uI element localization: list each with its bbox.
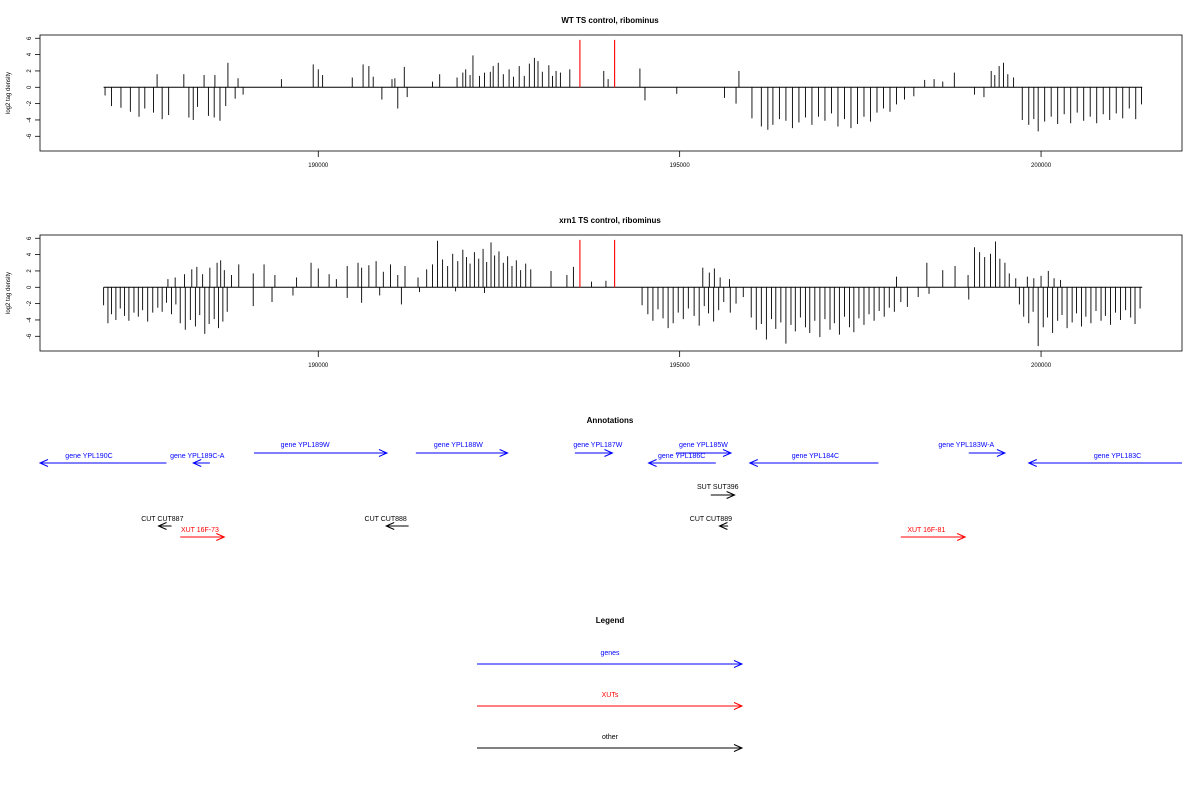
feature-label-xut-16f-73: XUT 16F-73 (181, 527, 219, 534)
legend-items: genes XUTs other (477, 650, 744, 752)
feature-label-gene-ypl183w-a: gene YPL183W-A (938, 442, 994, 449)
wt-x-tick-label: 200000 (1031, 163, 1052, 169)
feature-xut-16f-73 (180, 533, 226, 541)
xrn1-x-tick-label: 195000 (670, 363, 691, 369)
xrn1-y-tick-label: 2 (27, 269, 33, 273)
feature-gene-ypl190c (38, 459, 167, 467)
feature-gene-ypl187w-head (604, 449, 614, 457)
feature-gene-ypl183w-a-head (996, 449, 1007, 457)
feature-gene-ypl183c (1027, 459, 1182, 467)
feature-label-gene-ypl189c-a: gene YPL189C-A (170, 453, 225, 460)
feature-label-cut-cut888: CUT CUT888 (365, 516, 407, 523)
feature-label-gene-ypl184c: gene YPL184C (792, 453, 839, 460)
feature-gene-ypl186c (647, 459, 716, 467)
feature-sut-sut396-head (726, 491, 736, 499)
xrn1-y-tick-label: -6 (27, 333, 33, 339)
wt-y-tick-label: 6 (27, 36, 33, 40)
xrn1-y-tick-label: 4 (27, 252, 33, 256)
feature-gene-ypl189c-a (191, 459, 210, 467)
xrn1-axes: -6 -4 -2 0 2 4 6 190000 195000 200000 (27, 236, 1052, 369)
wt-axes: -6 -4 -2 0 2 4 6 190000 195000 200000 (27, 36, 1052, 169)
wt-bars (103, 39, 1143, 132)
feature-xut-16f-81 (900, 533, 967, 541)
wt-tag-density-panel: WT TS control, ribominus log2 tag densit… (6, 16, 1183, 169)
feature-gene-ypl190c-head (38, 459, 49, 467)
wt-plot-frame (39, 34, 1183, 152)
legend-arrow-other (477, 744, 744, 752)
feature-label-gene-ypl188w: gene YPL188W (434, 442, 483, 449)
legend-arrow-other-head (733, 744, 744, 752)
legend-label-genes: genes (600, 650, 620, 657)
wt-y-tick-label: -6 (27, 133, 33, 139)
wt-x-tick-label: 195000 (670, 163, 691, 169)
feature-cut-cut889-head (718, 522, 728, 530)
wt-y-tick-label: 4 (27, 52, 33, 56)
wt-chart-title: WT TS control, ribominus (561, 16, 659, 25)
wt-y-tick-label: -4 (27, 117, 33, 123)
feature-gene-ypl188w-head (499, 449, 509, 457)
wt-y-tick-label: -2 (27, 100, 33, 106)
feature-cut-cut888 (384, 522, 409, 530)
feature-cut-cut887-head (157, 522, 167, 530)
feature-sut-sut396 (710, 491, 736, 499)
xrn1-plot-frame (39, 234, 1183, 352)
xrn1-chart-title: xrn1 TS control, ribominus (559, 216, 661, 225)
feature-gene-ypl185w (676, 449, 733, 457)
legend-arrow-xuts (477, 702, 744, 710)
feature-gene-ypl184c (748, 459, 879, 467)
feature-label-gene-ypl185w: gene YPL185W (679, 442, 728, 449)
xrn1-y-tick-label: 6 (27, 236, 33, 240)
annotations-title: Annotations (587, 416, 634, 425)
feature-cut-cut888-head (384, 522, 395, 530)
xrn1-bars (103, 239, 1143, 347)
feature-gene-ypl189c-a-head (191, 459, 202, 467)
legend: Legend genes XUTs other (477, 616, 744, 752)
annotations-track: Annotations gene YPL190C gene YPL189C-Age… (38, 416, 1182, 541)
feature-gene-ypl189w (253, 449, 389, 457)
feature-gene-ypl186c-head (647, 459, 657, 467)
feature-label-gene-ypl183c: gene YPL183C (1094, 453, 1141, 460)
feature-gene-ypl184c-head (748, 459, 758, 467)
legend-arrow-genes (477, 660, 744, 668)
xrn1-y-tick-label: -4 (27, 317, 33, 323)
wt-y-axis-label: log2 tag density (6, 72, 12, 114)
wt-y-tick-label: 0 (27, 85, 33, 89)
legend-arrow-xuts-head (733, 702, 744, 710)
feature-gene-ypl183w-a (968, 449, 1007, 457)
feature-label-cut-cut889: CUT CUT889 (690, 516, 732, 523)
xrn1-x-tick-label: 190000 (308, 363, 329, 369)
feature-gene-ypl185w-head (722, 449, 733, 457)
feature-label-gene-ypl190c: gene YPL190C (65, 453, 112, 460)
feature-gene-ypl188w (415, 449, 509, 457)
xrn1-x-tick-label: 200000 (1031, 363, 1052, 369)
feature-gene-ypl189w-head (378, 449, 389, 457)
feature-label-gene-ypl189w: gene YPL189W (281, 442, 330, 449)
xrn1-y-tick-label: -2 (27, 300, 33, 306)
feature-cut-cut889 (718, 522, 729, 530)
xrn1-y-axis-label: log2 tag density (6, 272, 12, 314)
feature-label-cut-cut887: CUT CUT887 (141, 516, 183, 523)
feature-label-xut-16f-81: XUT 16F-81 (907, 527, 945, 534)
feature-label-gene-ypl186c: gene YPL186C (658, 453, 705, 460)
xrn1-tag-density-panel: xrn1 TS control, ribominus log2 tag dens… (6, 216, 1183, 369)
xrn1-y-tick-label: 0 (27, 285, 33, 289)
legend-arrow-genes-head (733, 660, 744, 668)
feature-xut-16f-73-head (216, 533, 226, 541)
feature-cut-cut887 (157, 522, 172, 530)
feature-gene-ypl187w (574, 449, 614, 457)
legend-label-xuts: XUTs (602, 692, 619, 699)
feature-label-sut-sut396: SUT SUT396 (697, 484, 739, 491)
annotation-features: gene YPL190C gene YPL189C-A gene YPL189W ge… (38, 442, 1182, 541)
feature-xut-16f-81-head (956, 533, 967, 541)
legend-label-other: other (602, 734, 619, 741)
wt-y-tick-label: 2 (27, 69, 33, 73)
legend-title: Legend (596, 616, 625, 625)
feature-gene-ypl183c-head (1027, 459, 1037, 467)
wt-x-tick-label: 190000 (308, 163, 329, 169)
feature-label-gene-ypl187w: gene YPL187W (573, 442, 622, 449)
